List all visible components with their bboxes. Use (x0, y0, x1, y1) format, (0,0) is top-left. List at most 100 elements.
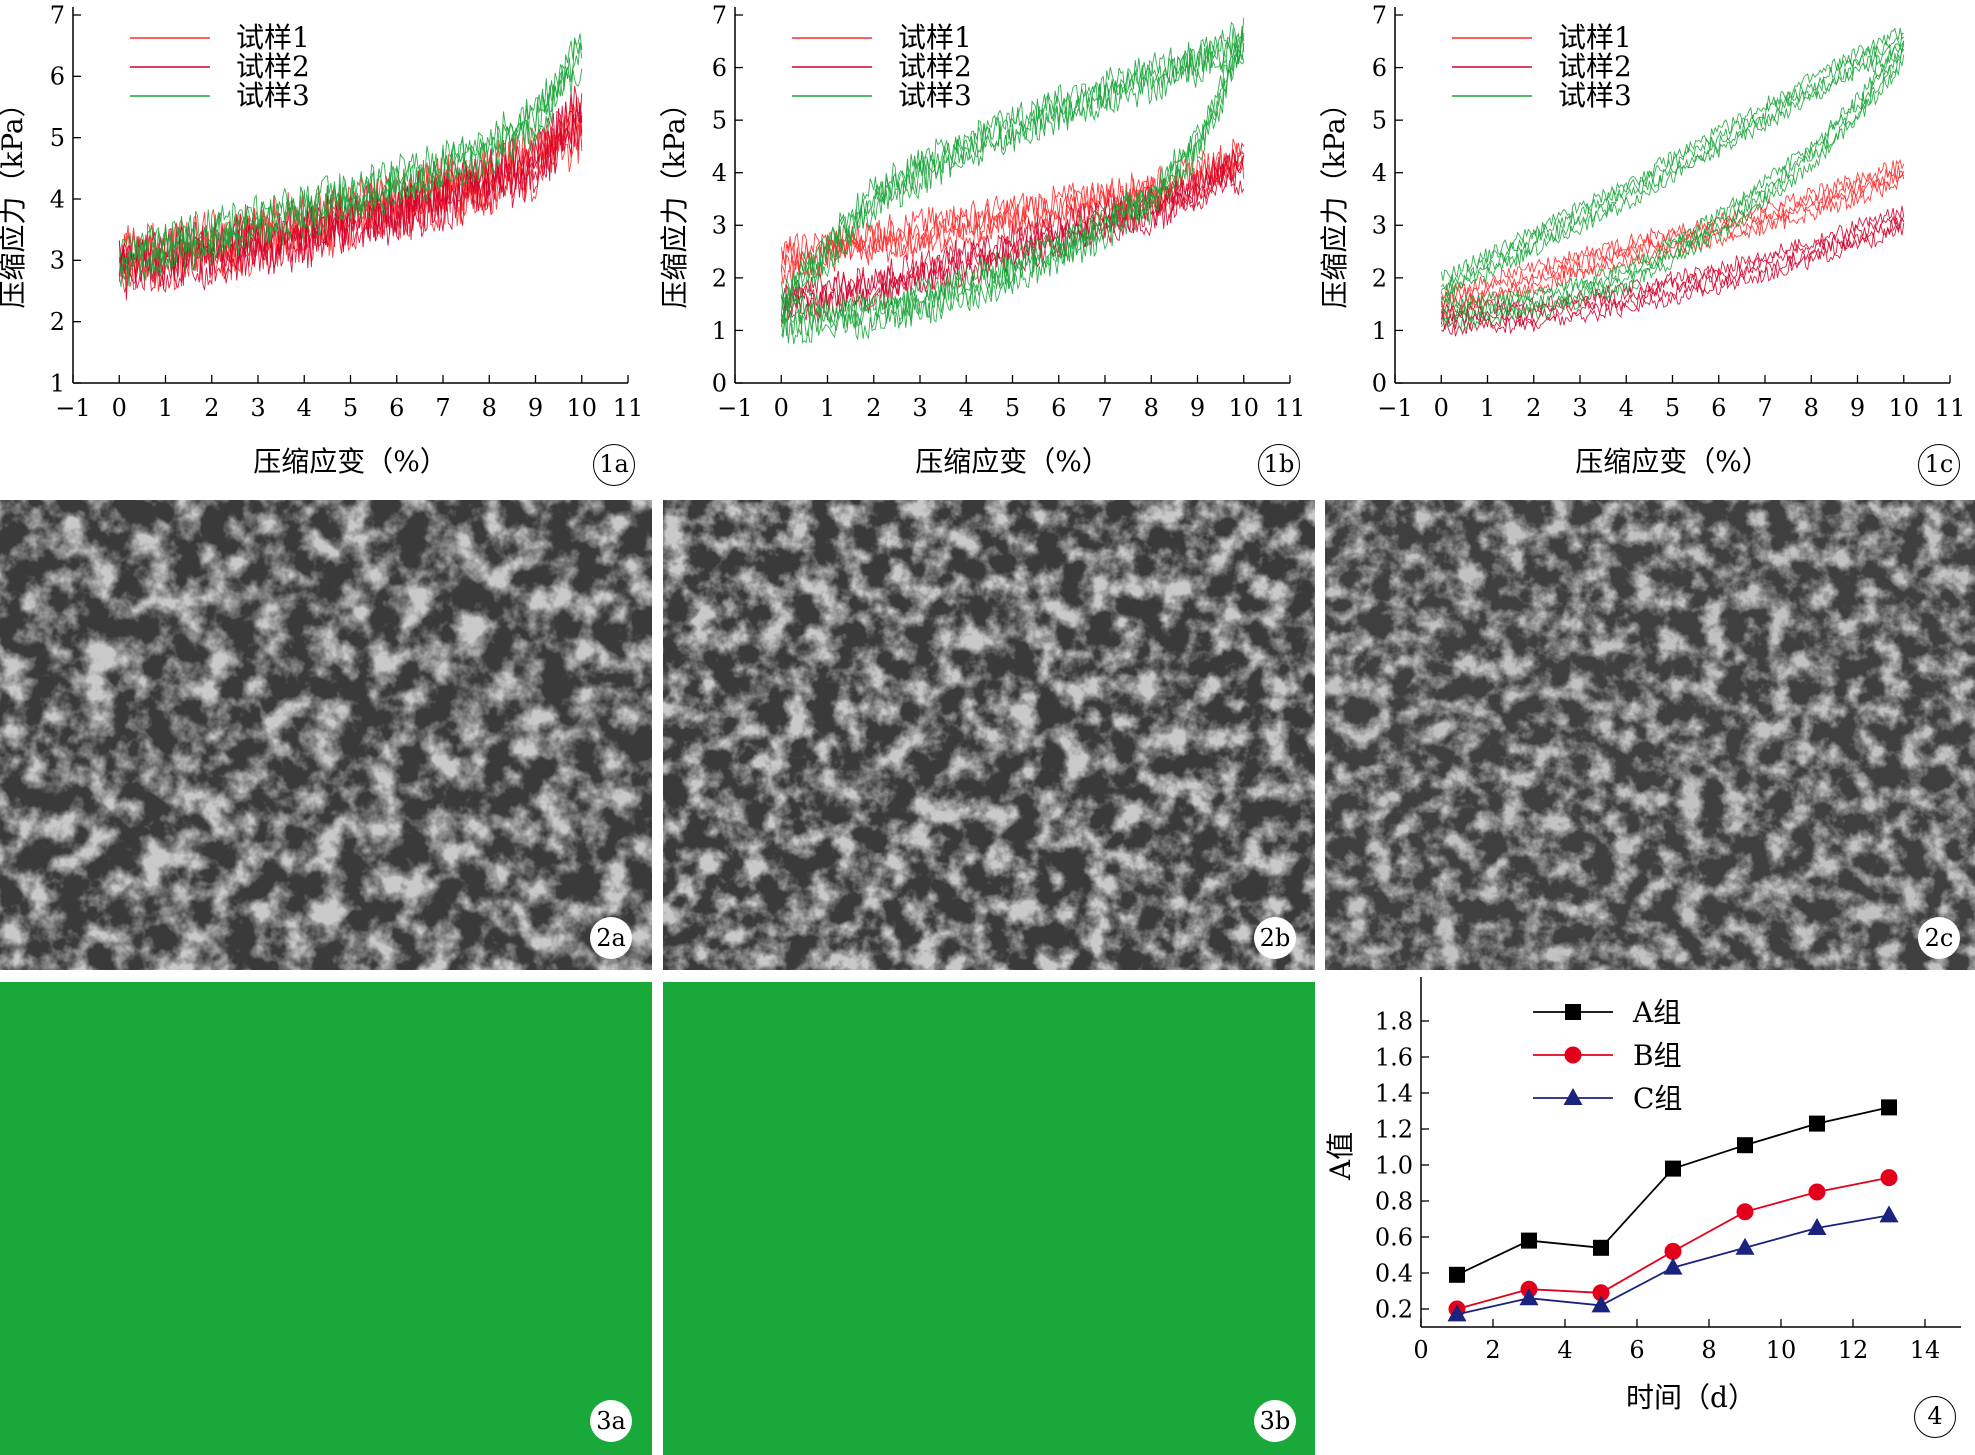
data-point (1880, 1169, 1898, 1187)
panel-label-4: 4 (1914, 1396, 1956, 1438)
x-tick-label: 9 (1190, 394, 1205, 422)
x-tick-label: 10 (1228, 394, 1259, 422)
x-tick-label: 8 (1701, 1336, 1716, 1364)
stress-curve (118, 33, 583, 263)
x-tick-label: 10 (1888, 394, 1919, 422)
data-point (1735, 1237, 1755, 1255)
x-tick-label: −1 (55, 394, 90, 422)
y-tick-label: 0 (1372, 369, 1387, 397)
legend-label: C组 (1633, 1082, 1682, 1115)
y-tick-label: 7 (712, 1, 727, 29)
x-tick-label: 6 (1711, 394, 1726, 422)
sem-texture-2a (0, 500, 652, 970)
data-point (1591, 1295, 1611, 1313)
x-tick-label: 2 (1526, 394, 1541, 422)
x-tick-label: 4 (297, 394, 312, 422)
panel-label-2a: 2a (590, 917, 632, 959)
x-tick-label: 0 (112, 394, 127, 422)
data-point (1521, 1232, 1537, 1249)
x-tick-label: 0 (1413, 1336, 1428, 1364)
x-axis-label: 时间（d） (1626, 1381, 1756, 1414)
data-point (1808, 1183, 1826, 1201)
data-point (1736, 1203, 1754, 1221)
data-point (1592, 1284, 1610, 1302)
panel-label-2c: 2c (1918, 917, 1960, 959)
stress-curve (1440, 165, 1905, 310)
y-tick-label: 6 (1372, 54, 1387, 82)
x-tick-label: 14 (1910, 1336, 1941, 1364)
x-tick-label: 5 (1005, 394, 1020, 422)
x-tick-label: 11 (1935, 394, 1966, 422)
legend-marker (1565, 1004, 1581, 1020)
x-tick-label: 6 (1051, 394, 1066, 422)
y-tick-label: 5 (712, 107, 727, 135)
x-tick-label: 12 (1838, 1336, 1869, 1364)
stress-curve (1440, 215, 1905, 324)
sem-image-2c: 2c (1325, 500, 1975, 970)
y-tick-label: 0.8 (1375, 1187, 1413, 1215)
y-tick-label: 0.6 (1375, 1223, 1413, 1251)
data-point (1737, 1137, 1753, 1154)
x-axis-label: 压缩应变（%） (253, 445, 448, 478)
data-point (1809, 1115, 1825, 1132)
x-tick-label: 3 (250, 394, 265, 422)
panel-label-1a: 1a (593, 444, 635, 486)
legend-label: 试样1 (1558, 21, 1632, 54)
stress-curve (780, 34, 1245, 337)
legend-label: 试样2 (236, 50, 310, 83)
chart-1b: −1 0 1 2 3 4 5 6 7 8 9 10 11 0 1 2 3 4 5 6 7 压缩应变（%） 压缩应力（kPa）… (658, 0, 1317, 486)
stress-curve (780, 154, 1245, 315)
stress-curve (1440, 54, 1905, 332)
legend-label: 试样3 (898, 79, 972, 112)
x-tick-label: 0 (1434, 394, 1449, 422)
y-tick-label: 2 (712, 264, 727, 292)
stress-curve (780, 17, 1245, 297)
x-tick-label: 11 (613, 394, 644, 422)
legend-label: A组 (1632, 996, 1681, 1029)
y-tick-label: 5 (1372, 107, 1387, 135)
stress-curve (780, 142, 1245, 310)
stress-curve (1440, 170, 1905, 312)
panel-label-3a: 3a (590, 1400, 632, 1442)
y-tick-label: 5 (50, 124, 65, 152)
stress-curve (1440, 158, 1905, 301)
y-tick-label: 4 (712, 159, 727, 187)
x-tick-label: 2 (204, 394, 219, 422)
legend-label: 试样3 (236, 79, 310, 112)
x-tick-label: 9 (1850, 394, 1865, 422)
y-tick-label: 2 (1372, 264, 1387, 292)
y-tick-label: 2 (50, 308, 65, 336)
x-tick-label: 5 (1665, 394, 1680, 422)
y-axis-label: 压缩应力（kPa） (1318, 89, 1351, 308)
legend-marker (1564, 1046, 1582, 1064)
y-tick-label: 3 (1372, 212, 1387, 240)
fluorescence-image-3a: 3a (0, 982, 652, 1455)
data-point (1519, 1288, 1539, 1306)
y-axis-label: 压缩应力（kPa） (0, 89, 29, 308)
chart-1c-svg: −1 0 1 2 3 4 5 6 7 8 9 10 1101234567压缩应变（%）压缩应力（kPa）… (1318, 1, 1966, 478)
x-tick-label: 7 (1757, 394, 1772, 422)
x-tick-label: −1 (1377, 394, 1412, 422)
stress-curve (1441, 40, 1905, 311)
x-tick-label: 6 (389, 394, 404, 422)
legend-marker (1563, 1088, 1583, 1105)
chart-1c: −1 0 1 2 3 4 5 6 7 8 9 10 11 0 1 2 3 4 5 6 7 压缩应变（%） 压缩应力（kPa）… (1318, 0, 1975, 486)
x-tick-label: 4 (1557, 1336, 1572, 1364)
data-point (1449, 1266, 1465, 1283)
sem-image-2a: 2a (0, 500, 652, 970)
x-axis-label: 压缩应变（%） (1575, 445, 1770, 478)
data-point (1665, 1160, 1681, 1177)
legend-label: 试样1 (236, 21, 310, 54)
data-point (1593, 1239, 1609, 1256)
stress-curve (1440, 27, 1905, 282)
y-axis-label: 压缩应力（kPa） (658, 89, 691, 308)
y-tick-label: 0 (712, 369, 727, 397)
chart-1a-svg: −1 0 1 2 3 4 5 6 7 8 9 10 111234567压缩应变（%）压缩应力（kPa）试… (0, 1, 644, 478)
panel-label-1b: 1b (1258, 444, 1300, 486)
stress-curve (780, 150, 1245, 276)
stress-curve (118, 67, 583, 287)
y-tick-label: 6 (50, 63, 65, 91)
x-tick-label: 2 (1485, 1336, 1500, 1364)
x-tick-label: 7 (1097, 394, 1112, 422)
y-tick-label: 1.4 (1375, 1079, 1413, 1107)
